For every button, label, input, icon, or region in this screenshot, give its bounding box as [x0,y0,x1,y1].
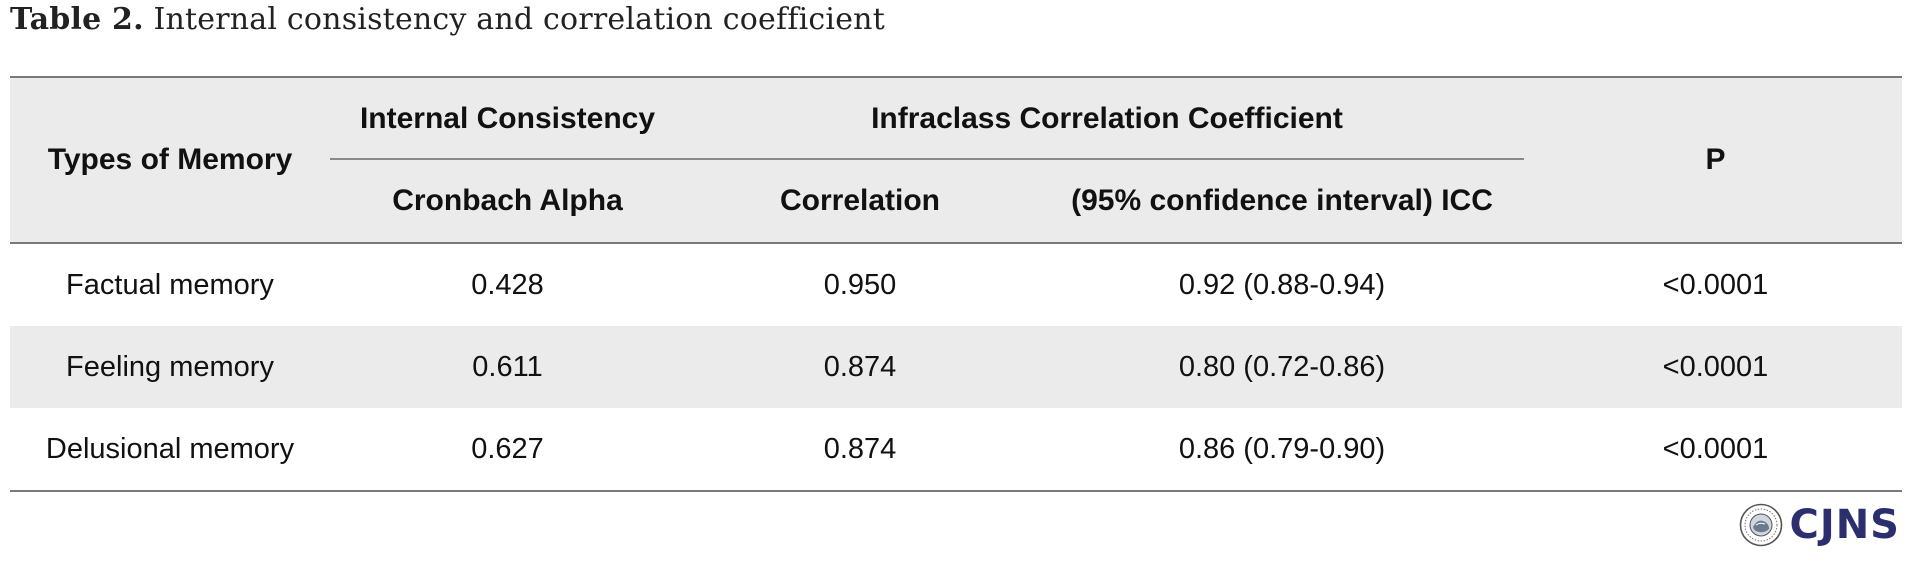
cell-type: Feeling memory [66,350,274,383]
cell-p: <0.0001 [1662,350,1769,383]
cell-correlation: 0.950 [823,268,897,301]
header-row-2: Cronbach Alpha Correlation (95% confiden… [10,160,1902,243]
cell-type: Factual memory [66,268,274,301]
cell-icc: 0.86 (0.79-0.90) [1178,432,1386,465]
data-table: Types of Memory Internal Consistency Inf… [10,76,1902,492]
journal-logo-text: CJNS [1789,502,1900,548]
cell-alpha: 0.627 [471,432,544,465]
caption-text: Internal consistency and correlation coe… [143,2,885,37]
header-row-1: Types of Memory Internal Consistency Inf… [10,77,1902,176]
cell-p: <0.0001 [1662,268,1769,301]
table-caption: Table 2. Internal consistency and correl… [10,2,885,37]
header-icc: (95% confidence interval) ICC [1071,184,1493,217]
caption-label: Table 2. [10,2,144,37]
journal-seal-icon [1740,503,1783,547]
table-row: Factual memory 0.428 0.950 0.92 (0.88-0.… [10,243,1902,326]
table-body: Factual memory 0.428 0.950 0.92 (0.88-0.… [10,243,1902,491]
table-header: Types of Memory Internal Consistency Inf… [10,77,1902,243]
cell-alpha: 0.428 [471,268,544,301]
table-row: Delusional memory 0.627 0.874 0.86 (0.79… [10,408,1902,491]
header-types-of-memory: Types of Memory [47,143,293,176]
header-p: P [1705,143,1726,176]
cell-type: Delusional memory [45,432,295,465]
cell-correlation: 0.874 [823,350,897,383]
header-icc-group: Infraclass Correlation Coefficient [871,102,1343,135]
journal-logo: CJNS [1739,503,1900,547]
cell-alpha: 0.611 [472,350,543,383]
header-cronbach-alpha: Cronbach Alpha [392,184,623,217]
header-correlation: Correlation [779,184,941,217]
cell-p: <0.0001 [1662,432,1769,465]
cell-correlation: 0.874 [823,432,897,465]
header-group-divider [330,158,1524,160]
cell-icc: 0.80 (0.72-0.86) [1178,350,1386,383]
table-row: Feeling memory 0.611 0.874 0.80 (0.72-0.… [10,326,1902,408]
header-internal-consistency: Internal Consistency [359,102,656,135]
cell-icc: 0.92 (0.88-0.94) [1178,268,1386,301]
